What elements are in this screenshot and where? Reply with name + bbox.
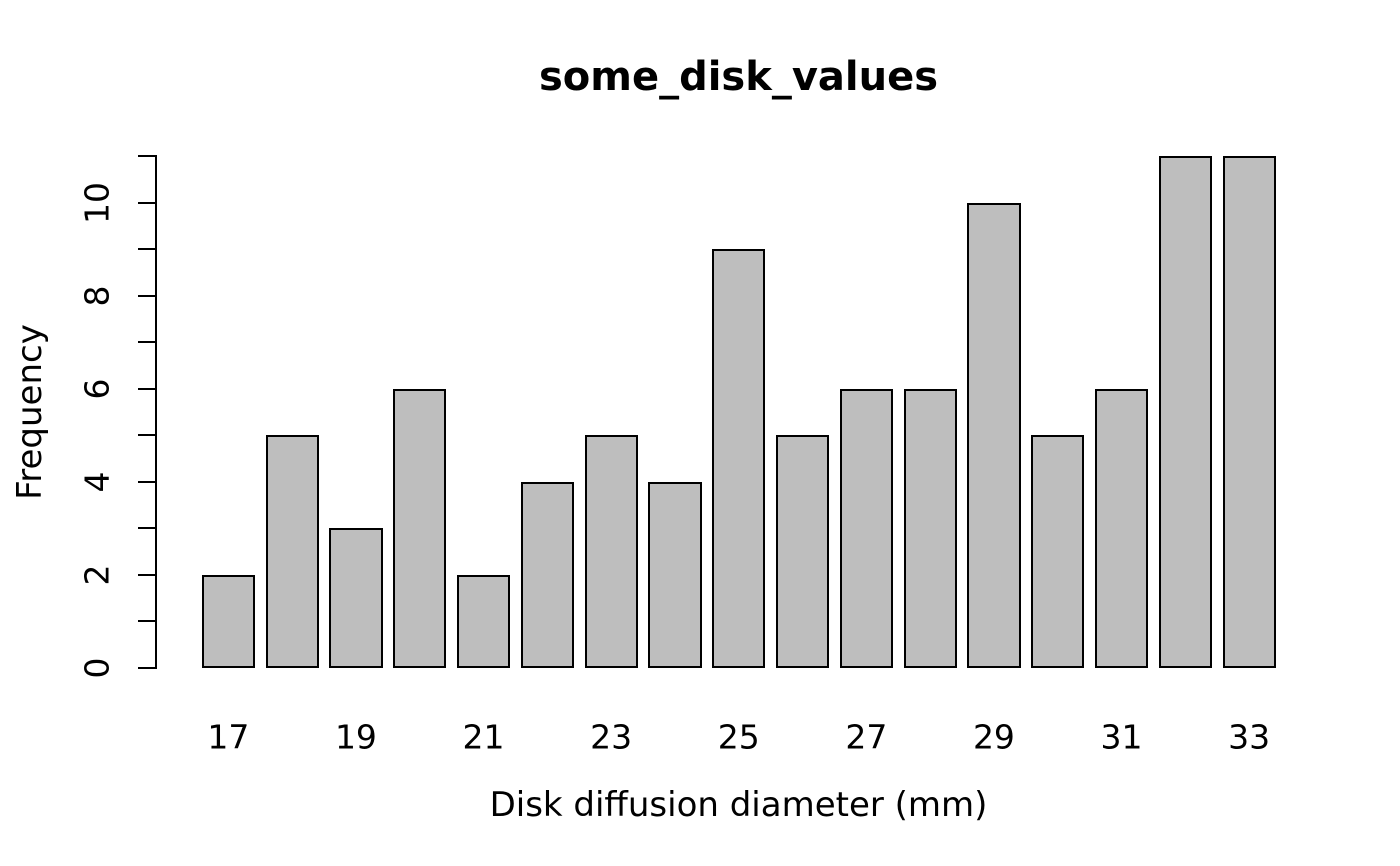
y-tick (138, 573, 157, 576)
histogram-bar (265, 435, 319, 668)
histogram-bar (1158, 156, 1212, 668)
x-tick-label: 29 (972, 717, 1015, 757)
y-tick-label: 4 (77, 471, 117, 493)
x-tick-label: 17 (207, 717, 250, 757)
histogram-bar (839, 388, 893, 668)
histogram-bar (393, 388, 447, 668)
y-tick (138, 527, 157, 530)
y-tick (138, 294, 157, 297)
x-tick-label: 19 (334, 717, 377, 757)
histogram-bar (1094, 388, 1149, 668)
x-tick-label: 21 (462, 717, 505, 757)
x-tick-label: 31 (1100, 717, 1143, 757)
y-tick (138, 434, 157, 437)
y-tick (138, 248, 157, 251)
y-tick (138, 201, 157, 204)
histogram-bar (456, 574, 511, 668)
y-tick (138, 480, 157, 483)
y-tick-label: 0 (77, 657, 117, 679)
x-tick-label: 33 (1228, 717, 1271, 757)
y-tick (138, 387, 157, 390)
histogram-bar (903, 388, 957, 668)
y-tick (138, 341, 157, 344)
y-tick-label: 6 (77, 378, 117, 400)
histogram-bar (775, 435, 830, 668)
y-tick (138, 620, 157, 623)
histogram-bar (1031, 435, 1085, 668)
histogram-bar (520, 481, 574, 668)
y-tick (138, 667, 157, 669)
y-tick-label: 10 (77, 181, 117, 224)
y-tick (138, 155, 157, 157)
histogram-bar (329, 528, 383, 668)
y-axis-label: Frequency (10, 324, 50, 500)
histogram-bar (648, 481, 702, 668)
histogram-bar (967, 202, 1021, 668)
x-tick-label: 23 (590, 717, 633, 757)
x-tick-label: 27 (845, 717, 888, 757)
y-tick-label: 8 (77, 285, 117, 307)
histogram-bar (1222, 156, 1276, 668)
histogram-bar (712, 249, 766, 668)
histogram-bar (201, 574, 255, 668)
histogram-bar (584, 435, 638, 668)
y-axis-line (155, 155, 157, 669)
y-tick-label: 2 (77, 564, 117, 586)
x-tick-label: 25 (717, 717, 760, 757)
chart-title: some_disk_values (538, 54, 939, 100)
x-axis-label: Disk diffusion diameter (mm) (489, 785, 988, 825)
